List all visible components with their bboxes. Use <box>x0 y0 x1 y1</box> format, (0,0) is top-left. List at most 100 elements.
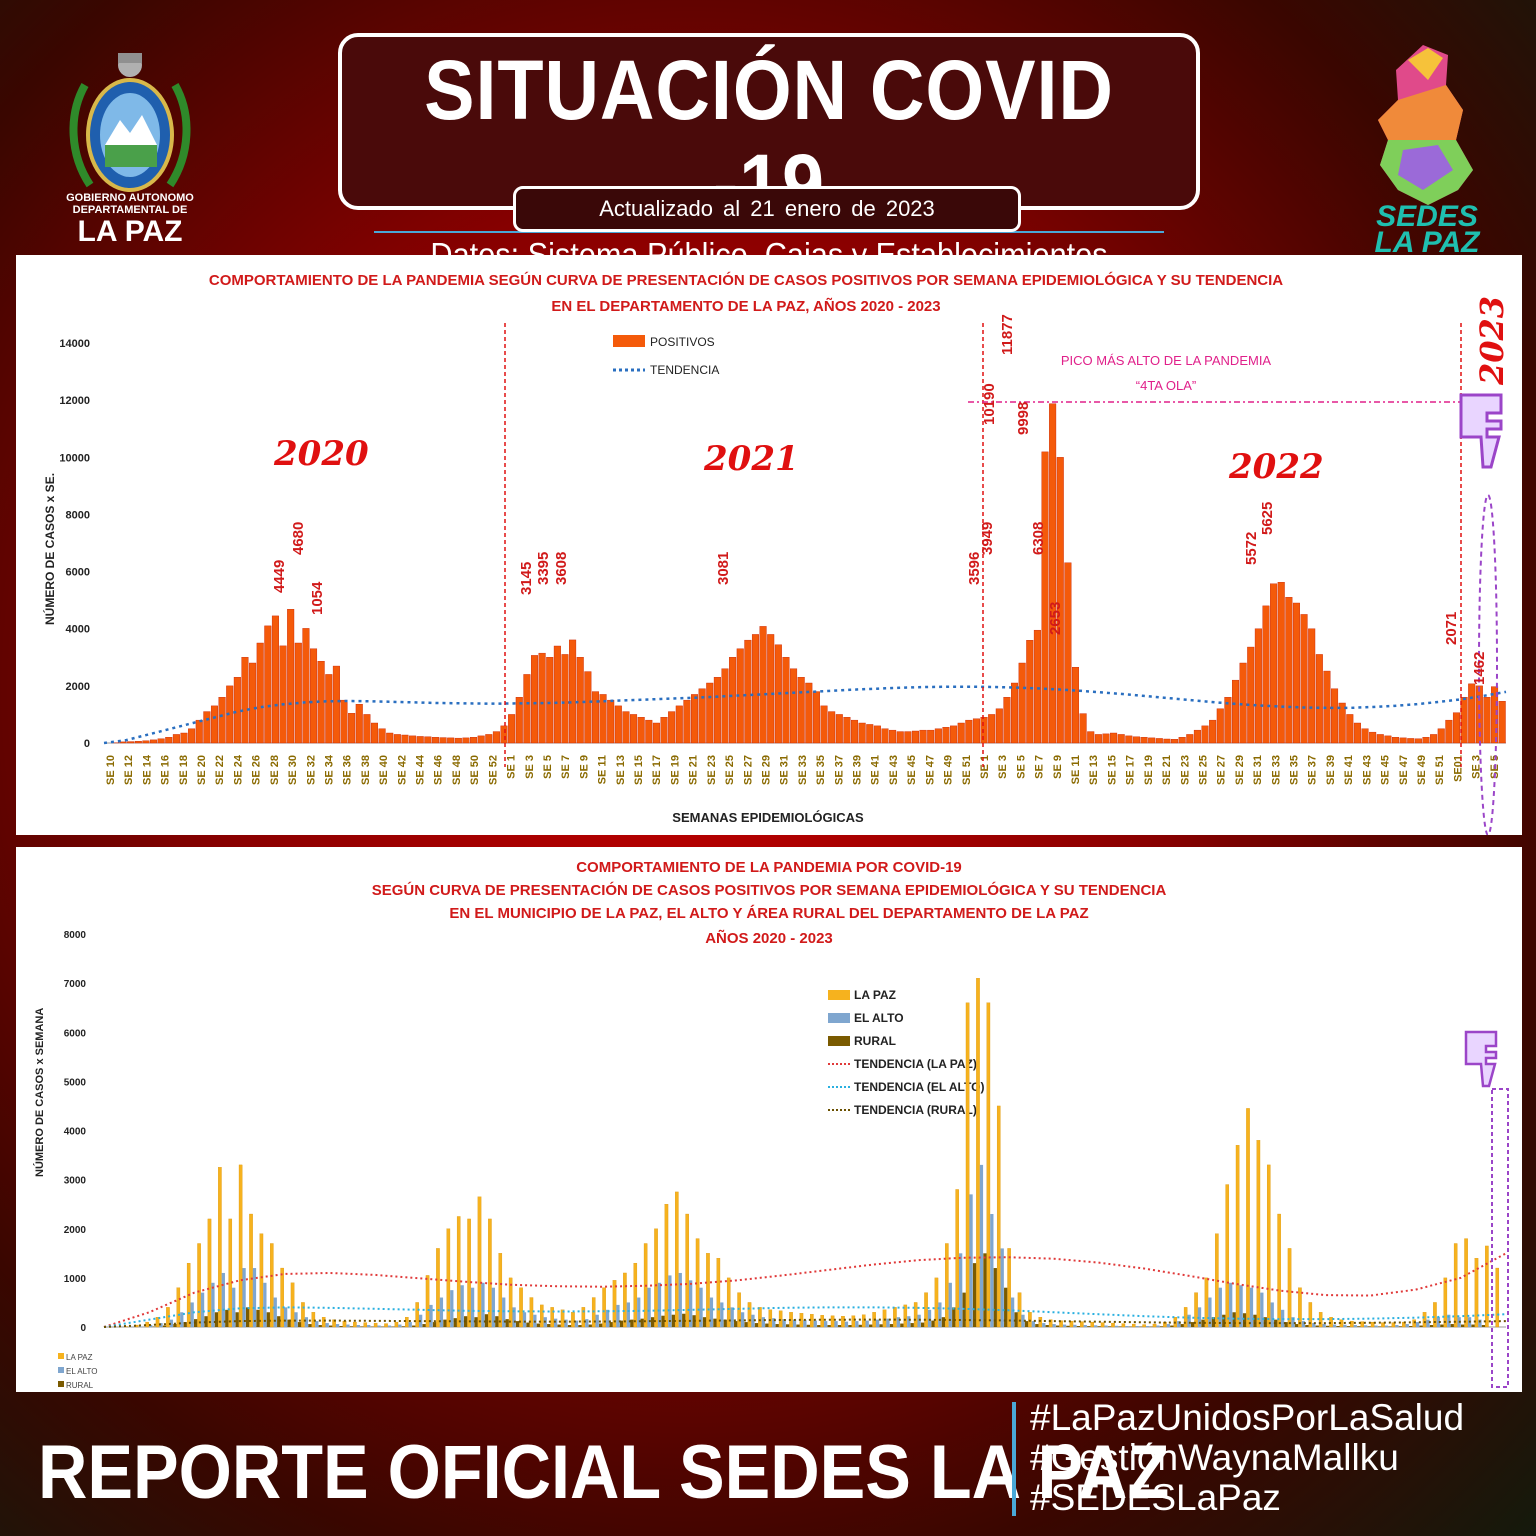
peak-data-label: 11877 <box>999 314 1016 355</box>
la-paz-bar <box>540 1304 544 1328</box>
el-alto-bar <box>969 1194 973 1327</box>
el-alto-bar <box>585 1319 589 1327</box>
la-paz-bar <box>675 1191 679 1328</box>
rural-bar <box>827 1325 831 1327</box>
positivos-bar <box>302 628 310 744</box>
x-tick-label: SE 37 <box>833 755 845 785</box>
el-alto-bar <box>616 1304 620 1327</box>
rural-bar <box>1087 1326 1091 1327</box>
x-tick-label: SE 9 <box>578 755 590 779</box>
legend-tendencia-el-alto-label: TENDENCIA (EL ALTO) <box>854 1080 984 1094</box>
positivos-bar <box>645 719 653 744</box>
positivos-bar <box>1125 735 1133 744</box>
la-paz-bar <box>560 1309 565 1328</box>
el-alto-bar <box>938 1302 942 1327</box>
rural-bar <box>1388 1326 1392 1327</box>
positivos-bar <box>988 714 996 744</box>
positivos-bar <box>691 694 699 744</box>
la-paz-bar <box>654 1228 658 1328</box>
la-paz-bar <box>1080 1321 1084 1328</box>
la-paz-bar <box>488 1218 492 1328</box>
la-paz-bar <box>218 1167 222 1328</box>
header-box: SITUACIÓN COVID -19 Datos: Sistema Públi… <box>338 33 1200 317</box>
rural-bar <box>1409 1326 1413 1327</box>
la-paz-bar <box>1401 1321 1406 1328</box>
positivos-bar <box>363 714 371 744</box>
x-tick-label: SE 44 <box>415 754 427 785</box>
chart1-ylabel: NÚMERO DE CASOS x SE. <box>42 473 57 625</box>
el-alto-bar <box>907 1316 911 1327</box>
rural-bar <box>682 1313 686 1327</box>
rural-bar <box>754 1323 759 1327</box>
positivos-bar <box>1491 686 1499 744</box>
rural-bar <box>1201 1319 1205 1327</box>
positivos-bar <box>546 657 554 744</box>
el-alto-bar <box>917 1314 921 1327</box>
positivos-bar <box>584 671 592 744</box>
la-paz-bar <box>1277 1213 1281 1328</box>
la-paz-bar <box>363 1322 368 1328</box>
el-alto-bar <box>1312 1323 1316 1327</box>
el-alto-bar <box>792 1319 797 1327</box>
la-paz-bar <box>1433 1302 1437 1328</box>
el-alto-bar <box>657 1282 662 1327</box>
positivos-bar <box>287 609 295 744</box>
positivos-bar <box>416 736 424 744</box>
rural-bar <box>588 1324 592 1327</box>
positivos-bar <box>1148 737 1156 744</box>
logo-left-line1: GOBIERNO AUTONOMO <box>66 192 194 204</box>
el-alto-bar <box>720 1302 724 1327</box>
rural-bar <box>432 1322 437 1327</box>
rural-bar <box>297 1322 302 1327</box>
positivos-bar <box>1033 629 1041 744</box>
positivos-bar <box>355 704 363 744</box>
la-paz-bar <box>581 1307 586 1328</box>
la-paz-bar <box>945 1243 949 1328</box>
el-alto-bar <box>595 1314 599 1327</box>
x-tick-label: SE 33 <box>1270 755 1282 785</box>
la-paz-bar <box>498 1253 503 1328</box>
la-paz-bar <box>1038 1317 1043 1328</box>
legend-rural-swatch <box>828 1036 850 1046</box>
positivos-bar <box>249 662 257 744</box>
x-tick-label: SE 41 <box>1343 755 1355 785</box>
el-alto-bar <box>242 1268 246 1327</box>
positivos-bar <box>904 731 912 744</box>
la-paz-bar <box>841 1316 845 1328</box>
rural-bar <box>526 1322 530 1327</box>
x-tick-label: SE 5 <box>1015 755 1027 779</box>
la-paz-bar <box>1474 1258 1479 1328</box>
el-alto-bar <box>346 1324 350 1327</box>
rural-bar <box>515 1321 520 1327</box>
la-paz-bar <box>612 1280 617 1328</box>
la-paz-bar <box>1152 1323 1157 1328</box>
la-paz-bar <box>623 1272 627 1328</box>
rural-bar <box>183 1322 187 1327</box>
positivos-bar <box>851 719 859 744</box>
positivos-bar <box>652 722 660 744</box>
y-tick-label: 14000 <box>59 338 90 350</box>
el-alto-bar <box>356 1325 360 1327</box>
positivos-bar <box>233 677 241 744</box>
logo-right-line2: LA PAZ <box>1374 226 1480 259</box>
positivos-bar <box>1094 734 1102 744</box>
el-alto-bar <box>1229 1282 1233 1327</box>
x-tick-label: SE 40 <box>378 755 390 785</box>
positivos-bar <box>1437 728 1445 744</box>
la-paz-bar <box>1485 1245 1489 1328</box>
x-tick-label: SE 24 <box>232 754 244 785</box>
el-alto-bar <box>678 1272 682 1327</box>
legend-la-paz-label: LA PAZ <box>854 988 896 1002</box>
el-alto-bar <box>626 1302 630 1327</box>
positivos-bar <box>683 699 691 744</box>
el-alto-bar <box>315 1321 319 1327</box>
rural-bar <box>671 1314 675 1327</box>
x-tick-label: SE 3 <box>524 755 536 779</box>
rural-bar <box>287 1319 291 1327</box>
la-paz-bar <box>415 1302 419 1328</box>
el-alto-bar <box>460 1285 464 1327</box>
positivos-bar <box>790 668 798 744</box>
rural-bar <box>1097 1326 1101 1327</box>
el-alto-bar <box>1145 1326 1150 1327</box>
la-paz-bar <box>1225 1184 1230 1328</box>
